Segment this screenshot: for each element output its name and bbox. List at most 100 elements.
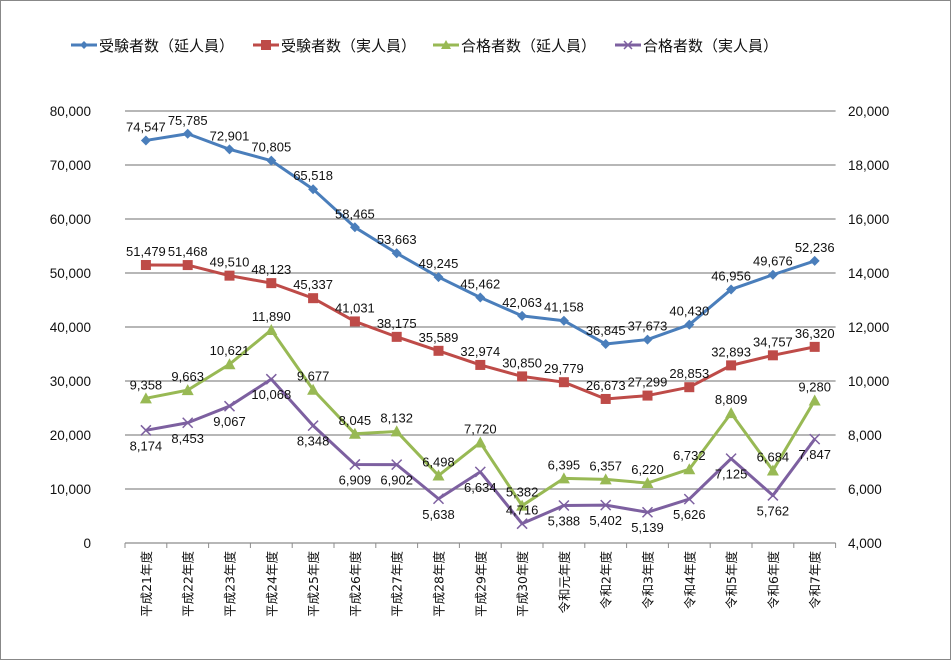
data-label: 52,236 — [795, 240, 835, 255]
data-point-square — [266, 278, 277, 289]
data-point-triangle — [474, 436, 487, 448]
data-label: 7,720 — [464, 422, 497, 437]
data-point-triangle — [432, 469, 445, 481]
data-point-diamond — [767, 269, 778, 280]
data-label: 8,132 — [380, 410, 413, 425]
y-tick-label-left: 50,000 — [50, 266, 91, 281]
data-label: 6,732 — [673, 448, 706, 463]
data-point-triangle — [307, 383, 320, 395]
data-point-triangle — [557, 472, 570, 484]
x-tick-label: 平成26年度 — [348, 551, 363, 617]
legend-marker-x — [623, 40, 633, 50]
data-point-x — [140, 424, 152, 436]
y-tick-label-left: 70,000 — [50, 158, 91, 173]
data-point-x — [474, 466, 486, 478]
data-point-diamond — [558, 315, 569, 326]
data-label: 4,716 — [506, 503, 539, 518]
x-tick-label: 令和6年度 — [766, 551, 781, 609]
data-label: 58,465 — [335, 206, 375, 221]
y-tick-label-left: 60,000 — [50, 212, 91, 227]
data-point-triangle — [390, 425, 403, 437]
data-point-diamond — [308, 184, 319, 195]
data-point-diamond — [642, 334, 653, 345]
data-label: 42,063 — [502, 295, 542, 310]
data-label: 38,175 — [377, 316, 417, 331]
data-label: 49,510 — [210, 255, 250, 270]
data-point-triangle — [683, 463, 696, 475]
data-label: 6,634 — [464, 480, 497, 495]
data-label: 11,890 — [252, 309, 291, 324]
legend-label: 受験者数（延人員） — [99, 37, 234, 55]
x-tick-label: 平成24年度 — [264, 551, 279, 617]
data-label: 8,045 — [339, 413, 372, 428]
data-label: 51,468 — [168, 244, 208, 259]
data-point-square — [726, 360, 737, 371]
x-tick-label: 平成21年度 — [139, 551, 154, 617]
y-tick-label-right: 16,000 — [848, 212, 889, 227]
data-point-triangle — [766, 464, 779, 476]
data-point-diamond — [266, 155, 277, 166]
data-point-triangle — [641, 477, 654, 489]
data-point-diamond — [433, 272, 444, 283]
data-point-x — [725, 453, 737, 465]
data-label: 37,673 — [628, 319, 668, 334]
data-label: 35,589 — [419, 330, 459, 345]
y-tick-label-left: 80,000 — [50, 104, 91, 119]
data-label: 72,901 — [210, 128, 250, 143]
data-point-x — [307, 420, 319, 432]
data-label: 5,388 — [548, 514, 581, 529]
data-label: 74,547 — [126, 119, 166, 134]
data-label: 41,031 — [335, 300, 375, 315]
data-point-square — [433, 345, 444, 356]
y-tick-label-right: 12,000 — [848, 320, 889, 335]
data-label: 5,626 — [673, 507, 706, 522]
data-point-x — [809, 433, 821, 445]
data-point-diamond — [600, 339, 611, 350]
data-label: 8,348 — [297, 434, 330, 449]
data-point-square — [391, 331, 402, 342]
data-point-x — [265, 373, 277, 385]
data-point-x — [558, 499, 570, 512]
y-tick-label-left: 0 — [83, 536, 91, 551]
data-point-x — [223, 400, 236, 412]
data-point-triangle — [599, 473, 612, 485]
data-point-diamond — [224, 144, 235, 155]
y-tick-label-left: 20,000 — [50, 428, 91, 443]
data-label: 6,909 — [339, 472, 372, 487]
data-label: 45,462 — [460, 277, 500, 292]
data-point-diamond — [140, 135, 151, 146]
data-label: 6,357 — [589, 458, 622, 473]
data-point-x — [600, 499, 612, 511]
data-point-x — [641, 506, 654, 518]
data-point-x — [349, 458, 361, 470]
x-tick-label: 平成28年度 — [432, 551, 447, 617]
data-label: 9,280 — [798, 379, 831, 394]
y-tick-label-right: 8,000 — [848, 428, 882, 443]
data-label: 49,676 — [753, 254, 793, 269]
data-point-triangle — [223, 358, 236, 370]
data-label: 6,684 — [757, 450, 790, 465]
legend-label: 合格者数（延人員） — [461, 37, 596, 55]
data-label: 7,847 — [798, 447, 831, 462]
x-tick-label: 平成25年度 — [306, 551, 321, 617]
data-label: 46,956 — [711, 268, 751, 283]
x-tick-label: 平成22年度 — [181, 551, 196, 617]
data-label: 5,638 — [422, 507, 455, 522]
data-point-x — [432, 493, 445, 505]
y-tick-label-left: 40,000 — [50, 320, 91, 335]
data-point-square — [182, 260, 193, 271]
data-point-triangle — [516, 499, 529, 511]
data-label: 5,762 — [757, 503, 790, 518]
y-tick-label-right: 20,000 — [848, 104, 889, 119]
data-label: 7,125 — [715, 467, 748, 482]
data-point-x — [683, 493, 695, 505]
data-label: 9,663 — [171, 369, 204, 384]
data-label: 8,453 — [171, 431, 204, 446]
data-label: 40,430 — [669, 304, 709, 319]
data-point-triangle — [725, 407, 738, 419]
x-tick-label: 令和2年度 — [599, 551, 614, 609]
data-label: 30,850 — [502, 355, 542, 370]
data-label: 45,337 — [293, 277, 333, 292]
data-label: 6,902 — [380, 473, 413, 488]
